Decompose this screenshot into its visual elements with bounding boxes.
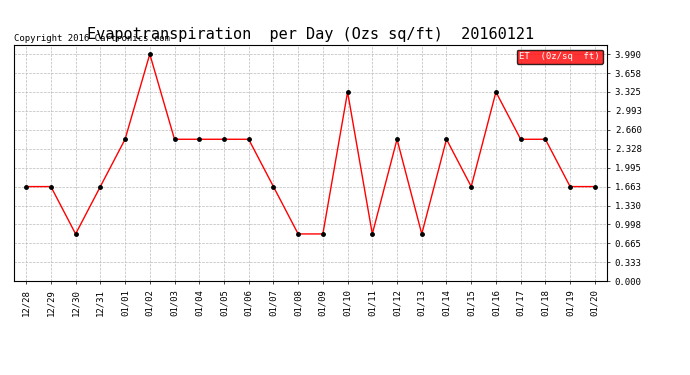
Text: Copyright 2016 Cartronics.com: Copyright 2016 Cartronics.com — [14, 34, 170, 43]
Title: Evapotranspiration  per Day (Ozs sq/ft)  20160121: Evapotranspiration per Day (Ozs sq/ft) 2… — [87, 27, 534, 42]
Legend: ET  (0z/sq  ft): ET (0z/sq ft) — [517, 50, 602, 64]
